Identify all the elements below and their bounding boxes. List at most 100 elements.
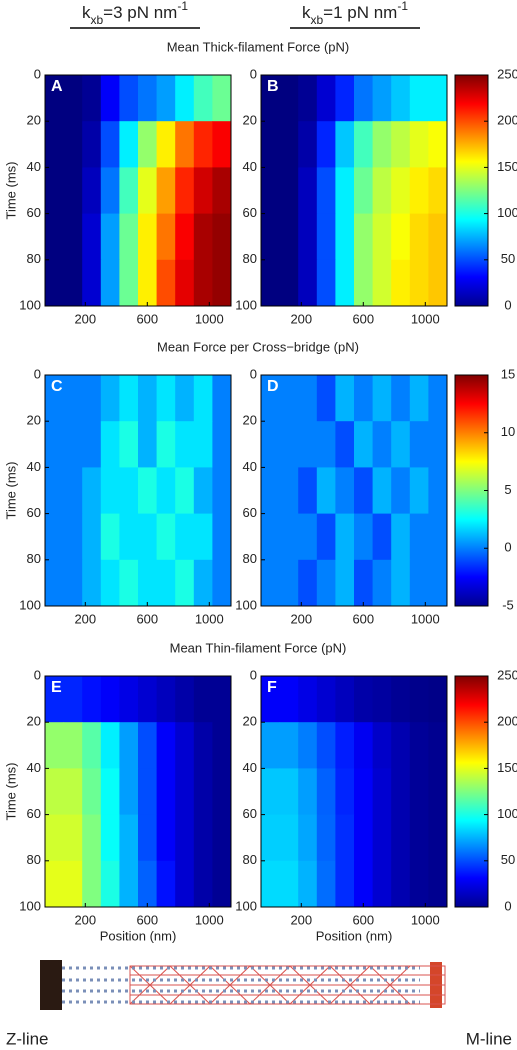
heat-cell	[279, 75, 299, 122]
heat-cell	[156, 75, 176, 122]
x-tick-label: 600	[352, 912, 374, 927]
y-tick-label: 0	[250, 667, 257, 682]
y-tick-label: 0	[34, 366, 41, 381]
y-tick-label: 60	[243, 806, 257, 821]
heat-cell	[119, 559, 139, 607]
heat-cell	[298, 768, 318, 816]
heat-cell	[279, 467, 299, 515]
heat-cell	[298, 860, 318, 908]
heat-cell	[100, 421, 120, 468]
heat-cell	[82, 513, 102, 561]
y-tick-label: 0	[34, 667, 41, 682]
heat-cell	[428, 213, 448, 261]
heat-cell	[298, 559, 318, 607]
x-tick-label: 1000	[411, 311, 440, 326]
heat-cell	[156, 860, 176, 908]
heat-cell	[409, 722, 429, 769]
heat-cell	[261, 513, 281, 561]
plot-frame	[44, 74, 232, 307]
heat-cell	[316, 768, 336, 816]
heat-cell	[316, 213, 336, 261]
y-tick-label: 0	[250, 66, 257, 81]
colorbar-tick-label: -5	[502, 597, 514, 612]
x-tick-label: 1000	[411, 611, 440, 626]
heat-cell	[119, 768, 139, 816]
heat-cell	[409, 559, 429, 607]
heat-cell	[193, 75, 213, 122]
heat-cell	[298, 722, 318, 769]
y-axis-label: Time (ms)	[3, 161, 18, 219]
colorbar-tick-label: 15	[501, 366, 515, 381]
heat-cell	[193, 768, 213, 816]
heat-cell	[372, 259, 392, 307]
heat-cell	[175, 121, 195, 168]
heat-cell	[175, 814, 195, 862]
y-tick-label: 20	[243, 113, 257, 128]
heat-cell	[335, 513, 355, 561]
colorbar-tick-label: 50	[501, 852, 515, 867]
heat-cell	[372, 121, 392, 168]
heat-cell	[316, 375, 336, 422]
y-tick-label: 40	[27, 459, 41, 474]
heat-cell	[354, 559, 374, 607]
heat-cell	[119, 421, 139, 468]
y-tick-label: 60	[27, 806, 41, 821]
heat-cell	[138, 814, 158, 862]
y-axis-label: Time (ms)	[3, 762, 18, 820]
y-tick-label: 20	[27, 113, 41, 128]
heat-cell	[316, 259, 336, 307]
heat-cell	[335, 860, 355, 908]
heat-cell	[45, 814, 65, 862]
heat-cell	[391, 375, 411, 422]
y-axis-label: Time (ms)	[3, 461, 18, 519]
heat-cell	[261, 860, 281, 908]
heat-cell	[316, 676, 336, 723]
heat-cell	[391, 559, 411, 607]
heat-cell	[100, 121, 120, 168]
heat-cell	[391, 814, 411, 862]
heat-cell	[298, 814, 318, 862]
heat-cell	[354, 722, 374, 769]
heat-cell	[372, 467, 392, 515]
heat-cell	[100, 513, 120, 561]
heat-cell	[261, 375, 281, 422]
heat-cell	[175, 559, 195, 607]
heat-cell	[409, 375, 429, 422]
x-axis-label: Position (nm)	[316, 928, 393, 943]
heat-cell	[316, 722, 336, 769]
header-part: xb	[90, 13, 103, 27]
heat-cell	[156, 814, 176, 862]
heat-cell	[298, 75, 318, 122]
heat-cell	[391, 167, 411, 215]
heat-cell	[119, 467, 139, 515]
heat-cell	[428, 121, 448, 168]
heat-cell	[212, 768, 232, 816]
y-tick-label: 100	[19, 597, 41, 612]
heat-cell	[409, 259, 429, 307]
heat-cell	[138, 421, 158, 468]
heat-cell	[156, 167, 176, 215]
y-tick-label: 100	[19, 898, 41, 913]
x-tick-label: 600	[136, 311, 158, 326]
heat-cell	[156, 467, 176, 515]
heat-cell	[372, 421, 392, 468]
heat-cell	[212, 421, 232, 468]
heat-cell	[175, 167, 195, 215]
heat-cell	[212, 75, 232, 122]
colorbar-tick-label: 250	[497, 667, 517, 682]
heat-cell	[63, 814, 83, 862]
heat-cell	[335, 213, 355, 261]
y-tick-label: 40	[27, 159, 41, 174]
heat-cell	[138, 375, 158, 422]
y-tick-label: 40	[243, 459, 257, 474]
heat-cell	[354, 375, 374, 422]
heat-cell	[63, 375, 83, 422]
heat-cell	[316, 860, 336, 908]
heat-cell	[175, 722, 195, 769]
heat-cell	[63, 513, 83, 561]
heat-cell	[45, 676, 65, 723]
header-part: xb	[310, 13, 323, 27]
heat-cell	[82, 467, 102, 515]
heat-cell	[193, 213, 213, 261]
heat-cell	[63, 559, 83, 607]
